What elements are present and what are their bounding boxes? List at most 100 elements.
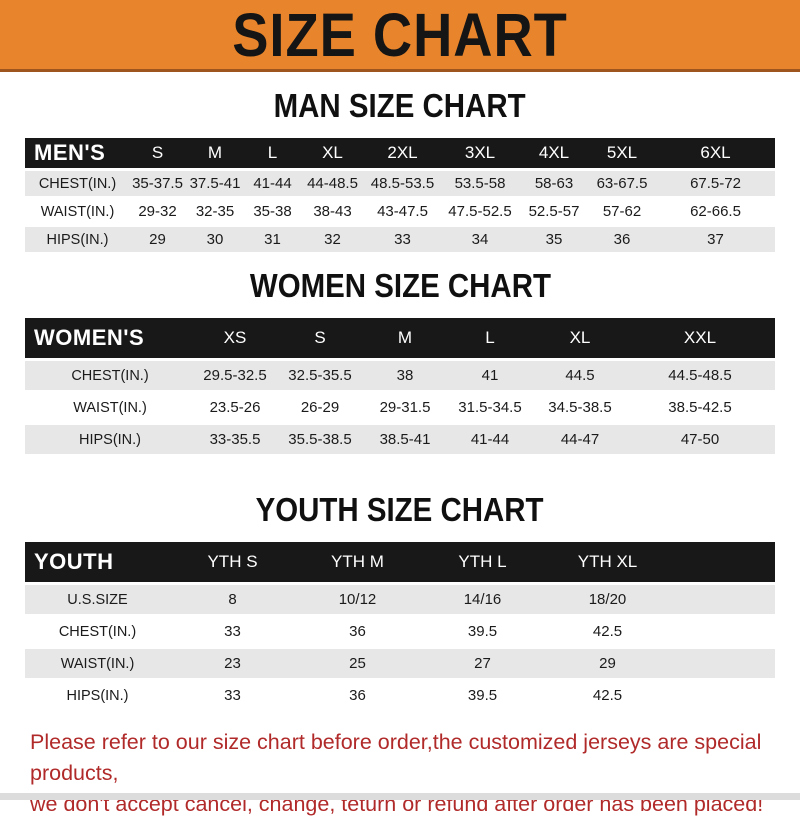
- women-chest-row: CHEST(IN.) 29.5-32.5 32.5-35.5 38 41 44.…: [25, 361, 775, 390]
- row-label: WAIST(IN.): [60, 655, 135, 672]
- women-section-heading: WOMEN SIZE CHART: [0, 266, 800, 305]
- women-col-header: XXL: [683, 328, 717, 347]
- table-cell: 44.5: [565, 367, 595, 384]
- women-col-header: M: [397, 328, 413, 347]
- table-cell: 43-47.5: [377, 203, 428, 220]
- row-label: U.S.SIZE: [67, 591, 128, 608]
- men-chest-row: CHEST(IN.) 35-37.5 37.5-41 41-44 44-48.5…: [25, 171, 775, 196]
- men-heading-text: MAN SIZE CHART: [274, 86, 526, 125]
- row-label: HIPS(IN.): [46, 231, 109, 248]
- women-waist-row: WAIST(IN.) 23.5-26 26-29 29-31.5 31.5-34…: [25, 393, 775, 422]
- table-cell: 37.5-41: [189, 175, 241, 192]
- table-cell: 29: [149, 231, 166, 248]
- table-cell: 36: [349, 687, 366, 704]
- youth-table-label: YOUTH: [34, 549, 114, 574]
- table-cell: 36: [349, 623, 366, 640]
- table-cell: 33: [224, 623, 241, 640]
- table-cell: 29-32: [138, 203, 177, 220]
- table-cell: 34.5-38.5: [548, 399, 612, 416]
- row-label: CHEST(IN.): [71, 367, 149, 384]
- table-cell: 14/16: [463, 591, 502, 608]
- table-cell: 33-35.5: [209, 431, 261, 448]
- table-cell: 29.5-32.5: [203, 367, 267, 384]
- women-col-header: S: [314, 328, 326, 347]
- table-cell: 23.5-26: [209, 399, 261, 416]
- table-cell: 38-43: [313, 203, 352, 220]
- table-cell: 8: [228, 591, 237, 608]
- table-cell: 47.5-52.5: [448, 203, 512, 220]
- table-cell: 18/20: [588, 591, 627, 608]
- table-cell: 47-50: [680, 431, 720, 448]
- table-cell: 67.5-72: [690, 175, 741, 192]
- table-cell: 38.5-41: [379, 431, 431, 448]
- table-cell: 41: [481, 367, 499, 384]
- table-cell: 29: [599, 655, 616, 672]
- men-col-header: L: [267, 143, 278, 162]
- table-cell: 31: [264, 231, 281, 248]
- men-col-header: S: [151, 143, 164, 162]
- table-cell: 42.5: [592, 687, 623, 704]
- men-hips-row: HIPS(IN.) 29 30 31 32 33 34 35 36 37: [25, 227, 775, 252]
- women-size-table: WOMEN'S XS S M L XL XXL CHEST(IN.) 29.5-…: [25, 318, 775, 454]
- youth-col-header: YTH M: [331, 552, 384, 571]
- table-cell: 31.5-34.5: [458, 399, 522, 416]
- women-hips-row: HIPS(IN.) 33-35.5 35.5-38.5 38.5-41 41-4…: [25, 425, 775, 454]
- table-cell: 39.5: [467, 687, 498, 704]
- men-section-heading: MAN SIZE CHART: [0, 86, 800, 125]
- table-cell: 33: [224, 687, 241, 704]
- table-cell: 30: [206, 231, 224, 248]
- table-cell: 32: [324, 231, 341, 248]
- youth-waist-row: WAIST(IN.) 23 25 27 29: [25, 649, 775, 678]
- table-cell: 63-67.5: [596, 175, 648, 192]
- women-heading-text: WOMEN SIZE CHART: [249, 266, 551, 305]
- row-label: HIPS(IN.): [78, 431, 142, 448]
- table-cell: 29-31.5: [379, 399, 431, 416]
- youth-section-heading: YOUTH SIZE CHART: [0, 490, 800, 529]
- order-policy-note: Please refer to our size chart before or…: [30, 727, 800, 820]
- table-cell: 25: [349, 655, 366, 672]
- row-label: WAIST(IN.): [40, 203, 115, 220]
- table-cell: 35-38: [253, 203, 292, 220]
- table-cell: 35.5-38.5: [288, 431, 352, 448]
- table-cell: 35-37.5: [132, 175, 183, 192]
- women-col-header: XS: [223, 328, 247, 347]
- table-cell: 58-63: [534, 175, 574, 192]
- table-cell: 44.5-48.5: [668, 367, 732, 384]
- youth-hips-row: HIPS(IN.) 33 36 39.5 42.5: [25, 681, 775, 710]
- men-col-header: M: [207, 143, 223, 162]
- table-cell: 34: [471, 231, 489, 248]
- bottom-edge-strip: [0, 793, 800, 800]
- youth-chest-row: CHEST(IN.) 33 36 39.5 42.5: [25, 617, 775, 646]
- men-col-header: 2XL: [387, 143, 418, 162]
- women-table-label: WOMEN'S: [34, 325, 145, 350]
- row-label: HIPS(IN.): [66, 687, 129, 704]
- men-col-header: 4XL: [538, 143, 570, 162]
- table-cell: 33: [394, 231, 411, 248]
- size-chart-banner: SIZE CHART: [0, 0, 800, 72]
- table-cell: 26-29: [300, 399, 340, 416]
- table-cell: 41-44: [253, 175, 292, 192]
- men-size-table: MEN'S S M L XL 2XL 3XL 4XL 5XL 6XL CHEST…: [25, 138, 775, 252]
- men-table-label: MEN'S: [34, 140, 106, 165]
- youth-heading-text: YOUTH SIZE CHART: [256, 490, 544, 529]
- youth-col-header: YTH XL: [577, 552, 638, 571]
- table-cell: 10/12: [338, 591, 377, 608]
- women-col-header: L: [485, 328, 495, 347]
- men-waist-row: WAIST(IN.) 29-32 32-35 35-38 38-43 43-47…: [25, 199, 775, 224]
- men-col-header: 5XL: [606, 143, 638, 162]
- table-cell: 35: [545, 231, 563, 248]
- banner-title: SIZE CHART: [232, 0, 568, 69]
- men-col-header: 6XL: [700, 143, 731, 162]
- youth-col-header: YTH S: [207, 552, 258, 571]
- table-cell: 53.5-58: [454, 175, 506, 192]
- row-label: WAIST(IN.): [73, 399, 147, 416]
- table-cell: 41-44: [470, 431, 510, 448]
- table-cell: 48.5-53.5: [370, 175, 435, 192]
- table-cell: 32-35: [195, 203, 235, 220]
- table-cell: 38: [396, 367, 414, 384]
- table-cell: 38.5-42.5: [668, 399, 732, 416]
- table-cell: 37: [707, 231, 724, 248]
- youth-size-table: YOUTH YTH S YTH M YTH L YTH XL U.S.SIZE …: [25, 542, 775, 710]
- women-table-header: WOMEN'S XS S M L XL XXL: [25, 318, 775, 358]
- table-cell: 57-62: [602, 203, 642, 220]
